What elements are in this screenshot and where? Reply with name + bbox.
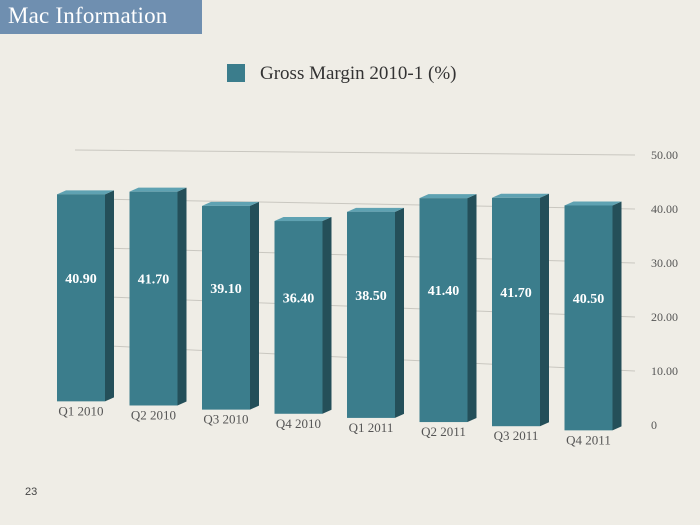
bar-side [395,207,404,418]
x-tick-label: Q1 2011 [349,420,394,435]
bar [274,217,332,414]
data-label: 39.10 [210,282,242,297]
data-label: 38.50 [355,289,387,304]
legend-swatch [227,64,245,82]
bar-front [564,205,613,431]
y-tick-label: 20.00 [651,310,678,324]
y-tick-label: 40.00 [651,202,678,216]
x-tick-label: Q3 2011 [494,428,539,443]
data-label: 36.40 [283,291,315,306]
bar-top [564,201,622,206]
bar-side [250,201,259,410]
y-tick-label: 10.00 [651,364,678,378]
x-tick-label: Q4 2011 [566,432,611,447]
bar [564,201,622,431]
bar-front [274,221,323,414]
data-label: 41.70 [500,286,532,301]
slide-title: Mac Information [8,3,168,28]
bar [492,193,549,427]
data-label: 40.50 [573,292,605,307]
y-tick-label: 0 [651,418,657,432]
bar-side [540,193,549,427]
x-tick-label: Q2 2010 [131,407,176,422]
bar-side [467,194,477,423]
bar-front [202,205,250,410]
bar-side [612,201,622,431]
bar [57,190,114,402]
bar [419,194,477,423]
x-tick-label: Q1 2010 [58,403,103,418]
bar-front [57,194,105,402]
y-tick-label: 30.00 [651,256,678,270]
legend-label: Gross Margin 2010-1 (%) [260,63,457,84]
bar-top [57,190,114,195]
x-tick-label: Q2 2011 [421,424,466,439]
x-tick-label: Q3 2010 [203,412,248,427]
bar-front [419,198,468,423]
slide-number: 23 [25,486,38,498]
bar-top [274,217,332,222]
x-tick-label: Q4 2010 [276,416,321,431]
bar-front [492,197,540,427]
bar-top [347,207,404,212]
bar-side [177,187,187,406]
bar-side [105,190,114,402]
gridline [74,149,636,156]
bar-top [202,201,259,206]
bar-top [492,193,549,198]
bar-top [419,194,477,199]
bar [129,187,187,406]
slide-title-banner: Mac Information [0,0,202,34]
data-label: 41.40 [428,284,460,299]
bar-side [322,217,332,414]
bar-front [129,191,178,406]
data-label: 41.70 [138,273,170,288]
y-tick-label: 50.00 [651,148,678,162]
bar-top [129,187,187,192]
bar [347,207,404,418]
data-label: 40.90 [65,272,97,287]
bar-front [347,211,395,418]
bar [202,201,259,410]
